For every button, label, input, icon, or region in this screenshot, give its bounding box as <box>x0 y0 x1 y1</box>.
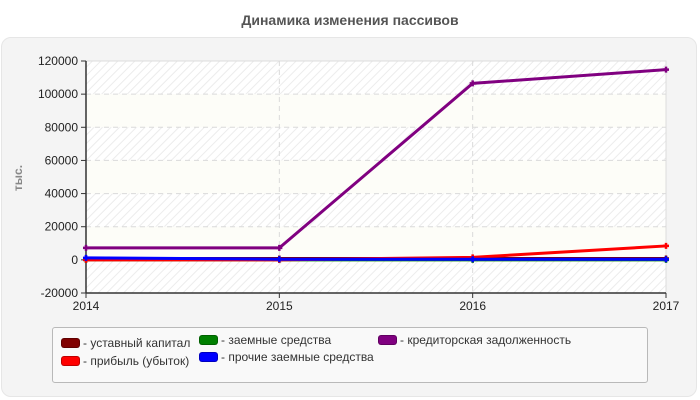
x-tick-label: 2017 <box>653 299 680 313</box>
data-point-marker[interactable] <box>276 244 283 251</box>
data-point-marker[interactable] <box>276 256 283 263</box>
data-point-marker[interactable] <box>469 256 476 263</box>
y-tick-label: 20000 <box>45 220 79 234</box>
chart-title: Динамика изменения пассивов <box>241 12 459 28</box>
data-point-marker[interactable] <box>83 244 89 251</box>
legend-swatch-icon <box>61 356 80 366</box>
data-point-marker[interactable] <box>663 256 669 263</box>
legend-item-prochie-zaemnye[interactable]: - прочие заемные средства <box>199 350 374 364</box>
y-tick-label: 40000 <box>45 187 79 201</box>
data-point-marker[interactable] <box>83 254 89 261</box>
legend-swatch-icon <box>199 335 218 345</box>
data-point-marker[interactable] <box>663 242 669 249</box>
y-tick-label: 60000 <box>45 153 79 167</box>
legend-swatch-icon <box>61 338 80 348</box>
series-line <box>85 256 666 261</box>
series-line <box>86 68 667 250</box>
legend-item-kreditorskaya[interactable]: - кредиторская задолженность <box>378 333 571 347</box>
x-tick-label: 2015 <box>266 299 293 313</box>
legend: - уставный капитал - прибыль (убыток) - … <box>52 327 648 383</box>
y-tick-label: 100000 <box>38 87 78 101</box>
y-tick-label: 120000 <box>38 54 78 68</box>
legend-swatch-icon <box>378 335 397 345</box>
legend-item-ustavny-kapital[interactable]: - уставный капитал <box>61 336 190 350</box>
y-axis-label: тыс. <box>11 165 25 191</box>
y-tick-label: 0 <box>71 253 78 267</box>
x-tick-label: 2016 <box>459 299 486 313</box>
data-point-marker[interactable] <box>469 80 476 87</box>
x-tick-label: 2014 <box>73 299 100 313</box>
data-point-marker[interactable] <box>663 66 669 73</box>
legend-item-zaemnye-sredstva[interactable]: - заемные средства <box>199 333 331 347</box>
y-tick-label: 80000 <box>45 120 79 134</box>
legend-swatch-icon <box>199 352 218 362</box>
y-tick-label: -20000 <box>41 286 79 300</box>
legend-item-pribyl[interactable]: - прибыль (убыток) <box>61 354 189 368</box>
